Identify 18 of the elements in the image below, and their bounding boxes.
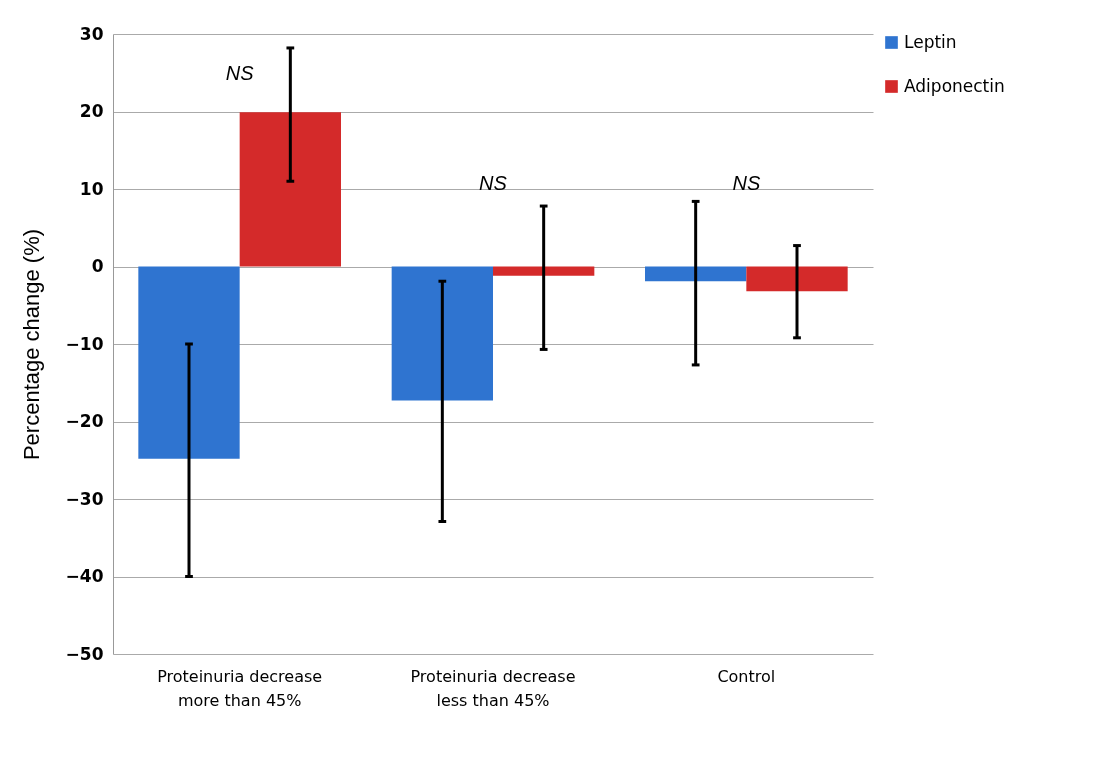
y-tick-label: 30 <box>79 23 104 44</box>
annotation: NS <box>732 172 761 194</box>
x-tick-label: Control <box>717 666 776 686</box>
y-tick-label: −20 <box>65 411 104 431</box>
x-tick-label: Proteinuria decrease less than 45% <box>410 666 576 710</box>
y-tick-label: 0 <box>91 256 104 276</box>
legend-label: Leptin <box>904 31 957 52</box>
y-tick-label: 10 <box>79 178 104 199</box>
y-tick-label: 20 <box>79 101 104 121</box>
legend-label: Adiponectin <box>904 75 1005 96</box>
annotation: NS <box>479 172 508 194</box>
y-tick-label: −10 <box>65 333 104 354</box>
x-tick-label: Proteinuria decrease more than 45% <box>157 666 323 710</box>
y-tick-label: −30 <box>65 488 104 509</box>
y-tick-label: −50 <box>65 643 104 664</box>
y-tick-label: −40 <box>65 566 104 586</box>
annotation: NS <box>225 62 255 84</box>
y-axis-title: Percentage change (%) <box>18 228 44 461</box>
